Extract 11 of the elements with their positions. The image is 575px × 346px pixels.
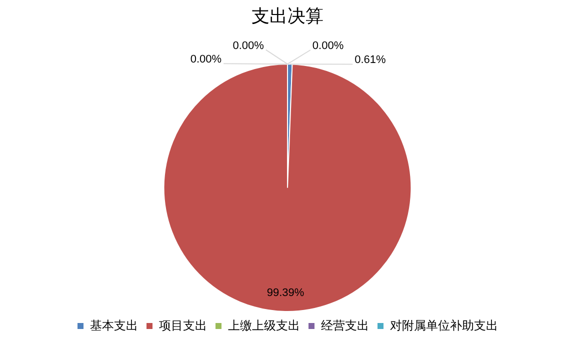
chart-title: 支出决算 [252, 6, 324, 26]
legend-label: 基本支出 [90, 318, 138, 332]
legend-label: 经营支出 [321, 318, 369, 332]
data-label: 0.61% [354, 54, 386, 66]
text: 0.00% [190, 54, 222, 66]
legend-label: 项目支出 [159, 318, 207, 332]
text: 0.00% [232, 40, 264, 52]
text: 0.00% [312, 40, 344, 52]
legend-label: 对附属单位补助支出 [390, 318, 498, 332]
data-label: 99.39% [266, 286, 304, 299]
legend-label: 上缴上级支出 [228, 318, 300, 332]
